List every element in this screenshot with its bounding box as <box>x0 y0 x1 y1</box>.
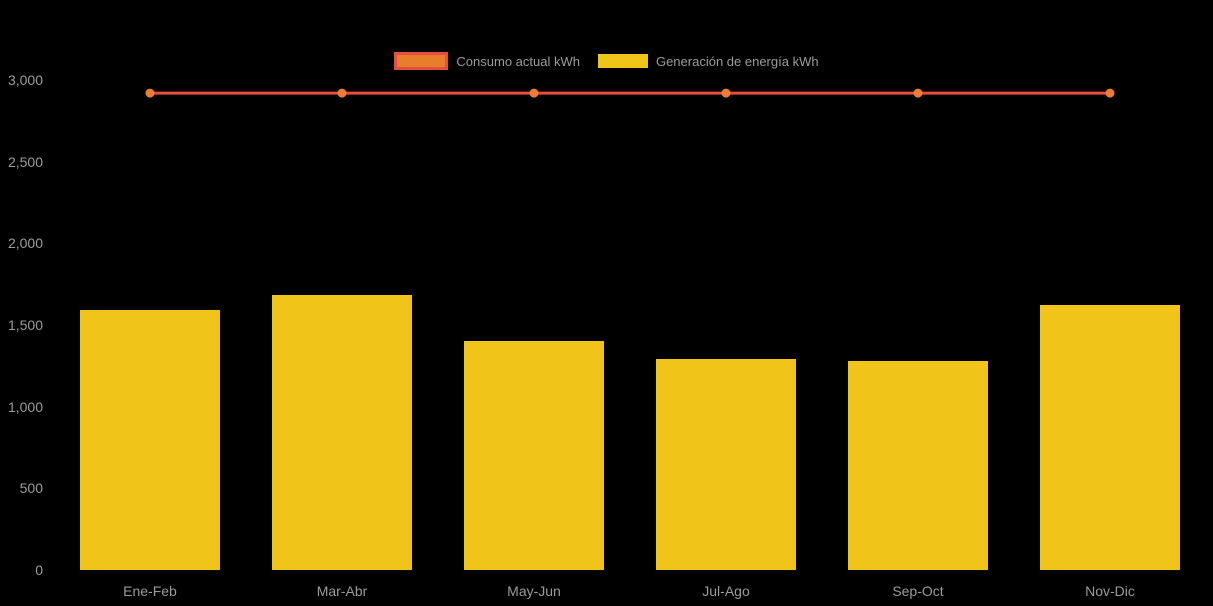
bar-ene-feb <box>80 310 220 570</box>
bar-jul-ago <box>656 359 796 570</box>
legend-label-generacion-energia: Generación de energía kWh <box>655 53 819 69</box>
y-axis-tick-label-500: 500 <box>19 480 43 497</box>
bar-may-jun <box>464 341 604 570</box>
y-axis-tick-label-0: 0 <box>35 562 43 578</box>
x-axis-category-label-sep-oct: Sep-Oct <box>892 583 944 599</box>
x-axis-category-label-mar-abr: Mar-Abr <box>316 583 368 599</box>
x-axis-category-label-ene-feb: Ene-Feb <box>123 583 177 599</box>
bar-mar-abr <box>272 294 412 570</box>
chart-legend: Consumo actual kWh Generación de energía… <box>0 52 1213 70</box>
x-axis-category-label-nov-dic: Nov-Dic <box>1085 583 1135 599</box>
bar-nov-dic <box>1040 305 1180 570</box>
bar-sep-oct <box>848 360 988 570</box>
y-axis-tick-label-1000: 1,000 <box>7 398 43 415</box>
y-axis-tick-label-2500: 2,500 <box>7 153 43 170</box>
x-axis-category-label-may-jun: May-Jun <box>507 583 561 599</box>
legend-label-consumo-actual: Consumo actual kWh <box>456 53 580 69</box>
legend-item-consumo-actual[interactable]: Consumo actual kWh <box>394 52 580 70</box>
x-axis-category-label-jul-ago: Jul-Ago <box>702 583 750 599</box>
y-axis-tick-label-2000: 2,000 <box>7 235 43 252</box>
y-axis-tick-label-1500: 1,500 <box>7 317 43 333</box>
y-axis-tick-label-3000: 3,000 <box>7 72 43 88</box>
legend-swatch-bar-icon <box>597 54 648 68</box>
legend-item-generacion-energia[interactable]: Generación de energía kWh <box>597 53 819 69</box>
legend-swatch-line-icon <box>394 52 449 70</box>
